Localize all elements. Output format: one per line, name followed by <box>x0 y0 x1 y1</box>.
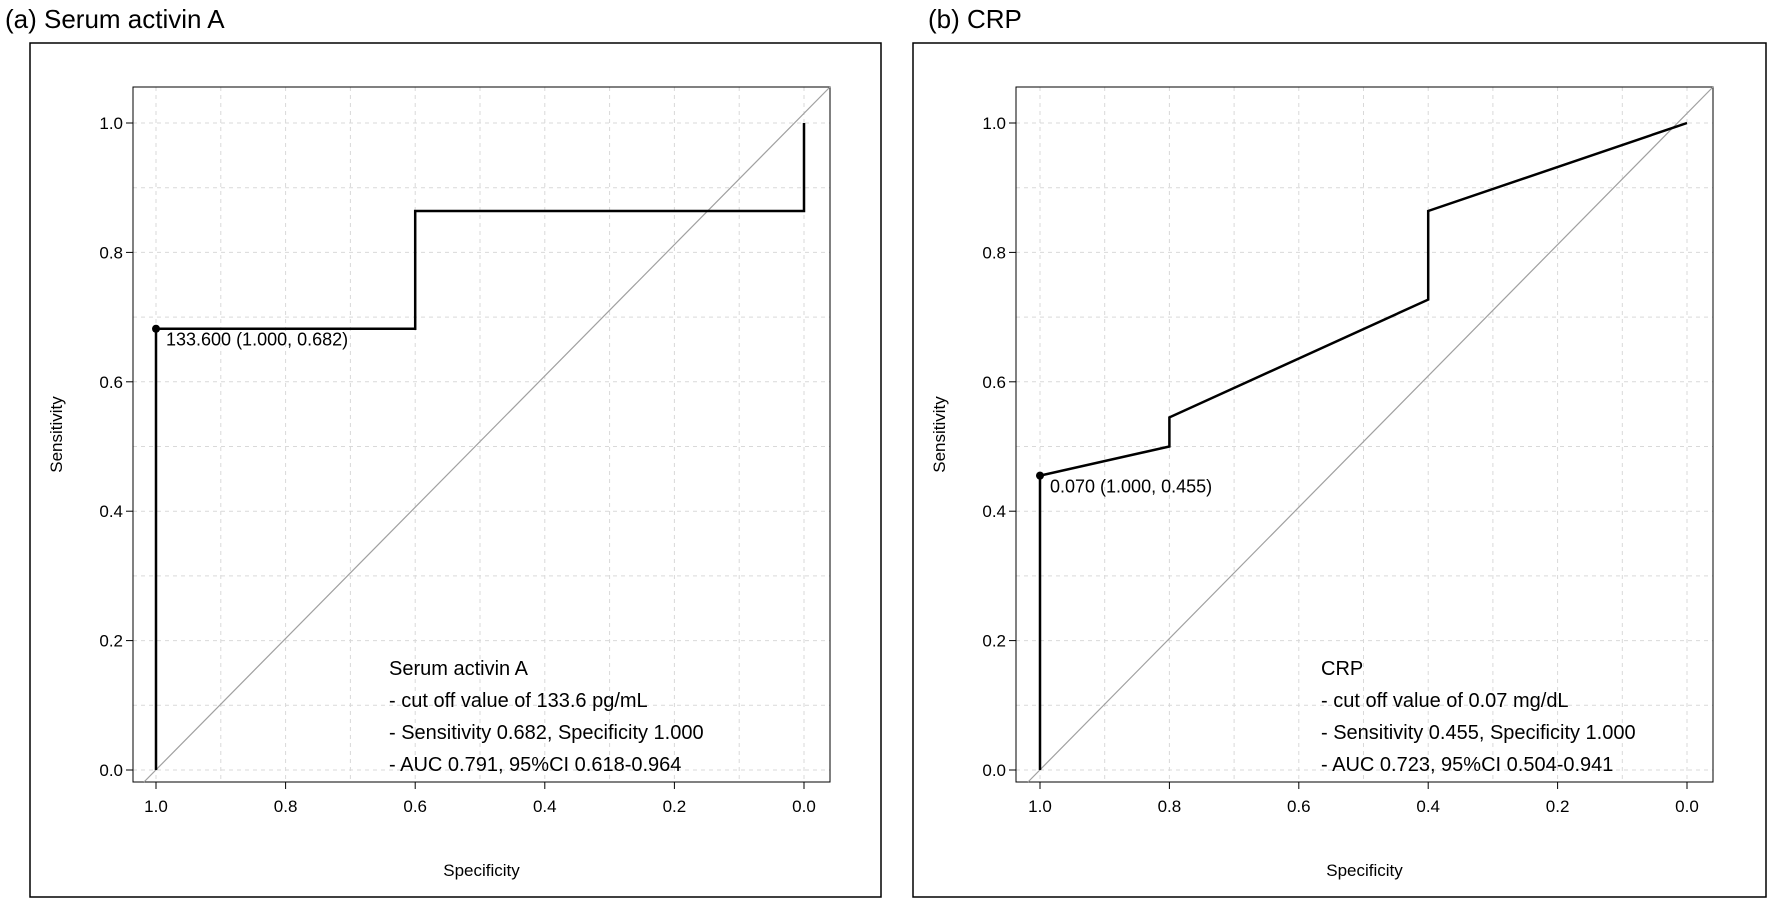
y-tick-label: 0.0 <box>982 761 1006 780</box>
x-tick-label: 1.0 <box>1028 797 1052 816</box>
y-tick-label: 0.8 <box>99 243 123 262</box>
legend-line: Serum activin A <box>389 658 529 680</box>
grid-lines <box>133 87 830 782</box>
cutoff-point-label: 133.600 (1.000, 0.682) <box>166 330 348 350</box>
cutoff-point-label: 0.070 (1.000, 0.455) <box>1050 477 1212 497</box>
legend: Serum activin A - cut off value of 133.6 … <box>389 658 704 776</box>
y-tick-label: 0.0 <box>99 761 123 780</box>
plot-box <box>1015 86 1714 783</box>
legend: CRP - cut off value of 0.07 mg/dL - Sensit… <box>1321 658 1636 776</box>
plot-box <box>132 86 831 783</box>
y-tick-label: 1.0 <box>982 114 1006 133</box>
reference-diagonal <box>143 86 831 783</box>
panel-frame <box>29 42 882 898</box>
panel-frame <box>912 42 1767 898</box>
x-axis-label: Specificity <box>443 861 520 880</box>
legend-line: - Sensitivity 0.455, Specificity 1.000 <box>1321 722 1636 744</box>
x-tick-label: 0.2 <box>663 797 687 816</box>
x-tick-label: 1.0 <box>144 797 168 816</box>
x-tick-label: 0.0 <box>1675 797 1699 816</box>
y-tick-label: 0.2 <box>99 632 123 651</box>
x-tick-label: 0.2 <box>1546 797 1570 816</box>
y-tick-label: 1.0 <box>99 114 123 133</box>
x-axis-label: Specificity <box>1326 861 1403 880</box>
legend-line: - Sensitivity 0.682, Specificity 1.000 <box>389 722 704 744</box>
x-tick-label: 0.6 <box>403 797 427 816</box>
legend-line: - AUC 0.723, 95%CI 0.504-0.941 <box>1321 754 1613 776</box>
x-tick-label: 0.4 <box>533 797 557 816</box>
y-tick-label: 0.6 <box>99 373 123 392</box>
cutoff-point <box>152 324 160 333</box>
y-tick-label: 0.2 <box>982 632 1006 651</box>
legend-line: CRP <box>1321 658 1363 680</box>
y-tick-label: 0.6 <box>982 373 1006 392</box>
x-tick-label: 0.8 <box>274 797 298 816</box>
roc-curve-line <box>154 123 806 770</box>
y-tick-label: 0.4 <box>99 502 123 521</box>
legend-line: - cut off value of 0.07 mg/dL <box>1321 690 1569 712</box>
x-tick-label: 0.6 <box>1287 797 1311 816</box>
roc-panel-a: (a) Serum activin A 0.0 0.2 0.4 0.6 0.8 1.0 1.0… <box>5 4 882 898</box>
x-tick-label: 0.8 <box>1158 797 1182 816</box>
roc-panel-b: (b) CRP 0.0 0.2 0.4 0.6 0.8 1.0 1.0 0.8 0.6 0.4 0.2… <box>912 4 1767 898</box>
y-axis-label: Sensitivity <box>47 396 66 473</box>
y-tick-label: 0.8 <box>982 243 1006 262</box>
panel-title: (a) Serum activin A <box>5 4 225 34</box>
x-tick-label: 0.4 <box>1416 797 1440 816</box>
y-tick-label: 0.4 <box>982 502 1006 521</box>
cutoff-point <box>1036 471 1044 480</box>
panel-title: (b) CRP <box>928 4 1022 34</box>
y-axis-label: Sensitivity <box>930 396 949 473</box>
legend-line: - AUC 0.791, 95%CI 0.618-0.964 <box>389 754 681 776</box>
x-tick-label: 0.0 <box>792 797 816 816</box>
legend-line: - cut off value of 133.6 pg/mL <box>389 690 648 712</box>
reference-diagonal <box>1027 86 1714 783</box>
grid-lines <box>1016 87 1713 782</box>
